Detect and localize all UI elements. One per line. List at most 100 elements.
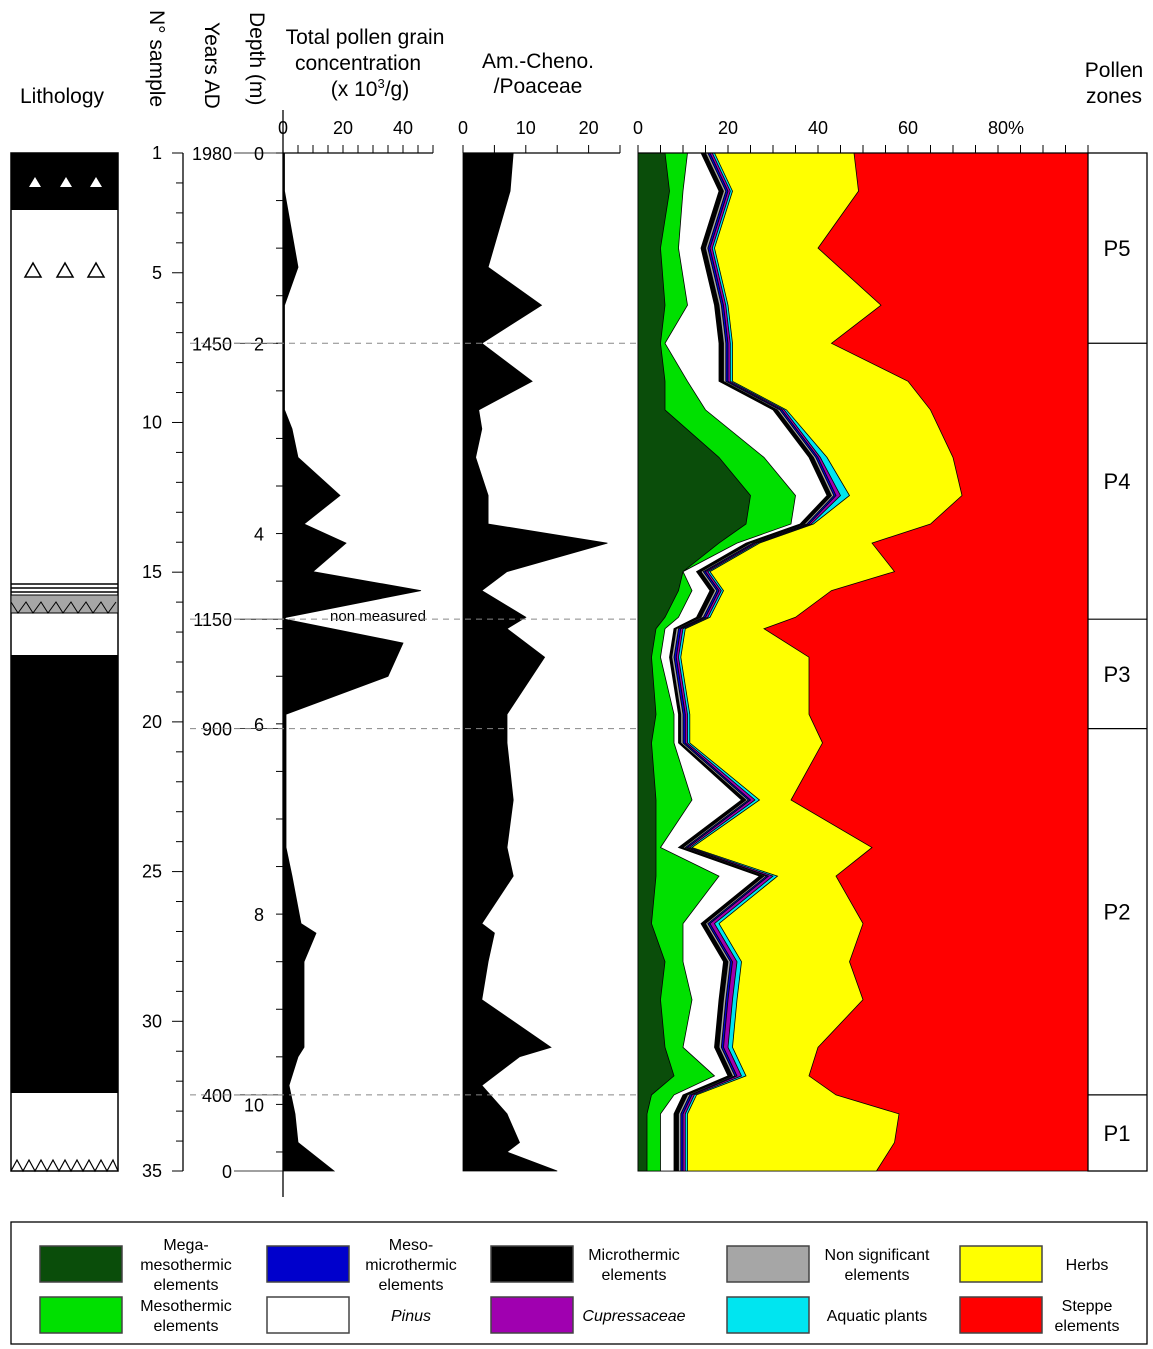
ratio-area — [462, 152, 608, 1172]
legend-label: Meso- — [389, 1237, 433, 1254]
total-tick-label: 0 — [278, 118, 288, 138]
total-tick-label: 20 — [333, 118, 353, 138]
legend-label: elements — [379, 1277, 444, 1294]
total-pollen-title-line1: Total pollen grain — [286, 26, 445, 49]
years-axis: 1980 1450 1150 900 400 0 — [192, 144, 283, 1182]
zone-boundary-lines — [190, 342, 640, 1096]
year-label: 400 — [202, 1086, 232, 1106]
percentage-tick-label: 20 — [718, 118, 738, 138]
total-pollen-panel: 0 20 40 — [278, 118, 434, 1172]
non-measured-label: non measured — [330, 608, 426, 625]
legend-swatch — [266, 1296, 350, 1334]
sample-tick-label: 5 — [152, 263, 162, 283]
year-label: 900 — [202, 720, 232, 740]
legend-label: Microthermic — [588, 1247, 680, 1264]
sample-tick-label: 20 — [142, 712, 162, 732]
total-pollen-title-line3: (x 103/g) — [331, 76, 409, 101]
lithology-black-main — [11, 655, 118, 1093]
legend-swatch — [39, 1296, 123, 1334]
legend-label: microthermic — [365, 1257, 457, 1274]
sample-header: N° sample — [145, 10, 168, 107]
depth-tick-label: 8 — [254, 905, 264, 925]
legend-swatch — [959, 1245, 1043, 1283]
legend-label: elements — [1055, 1318, 1120, 1335]
legend: Mega-mesothermic elements Meso-microthermi… — [10, 1221, 1148, 1345]
legend-label: Non significant — [825, 1247, 931, 1264]
sample-tick-label: 25 — [142, 862, 162, 882]
ratio-tick-label: 20 — [579, 118, 599, 138]
total-pollen-title-line2: concentration — [295, 52, 421, 75]
depth-tick-label: 4 — [254, 525, 264, 545]
lithology-triangle — [29, 177, 41, 187]
sample-tick-label: 30 — [142, 1011, 162, 1031]
lithology-zigzag-bottom — [10, 1158, 119, 1173]
lithology-triangle — [90, 177, 102, 187]
legend-label: elements — [154, 1318, 219, 1335]
legend-swatch — [266, 1245, 350, 1283]
legend-swatch — [726, 1245, 810, 1283]
year-label: 1450 — [192, 334, 232, 354]
depth-tick-label: 6 — [254, 715, 264, 735]
ratio-panel: 0 10 20 — [458, 118, 621, 1172]
total-tick-label: 40 — [393, 118, 413, 138]
depth-tick-label: 2 — [254, 334, 264, 354]
legend-swatch — [39, 1245, 123, 1283]
zone-label: P4 — [1104, 469, 1131, 494]
legend-label: elements — [602, 1267, 667, 1284]
percentage-tick-label: 60 — [898, 118, 918, 138]
depth-tick-label: 0 — [254, 144, 264, 164]
sample-tick-label: 15 — [142, 562, 162, 582]
pollen-zones-column: P5 P4 P3 P2 P1 — [1087, 152, 1148, 1172]
series-area-mesothermic-elements — [637, 152, 796, 1172]
legend-label: Mesothermic — [140, 1298, 232, 1315]
zones-title-line1: Pollen — [1085, 59, 1143, 82]
legend-frame — [10, 1221, 1148, 1345]
years-header: Years AD — [200, 22, 223, 109]
percentage-tick-label: 0 — [633, 118, 643, 138]
legend-swatch — [490, 1245, 574, 1283]
zones-title-line2: zones — [1086, 85, 1142, 108]
lithology-triangle-outline — [23, 261, 43, 278]
zones-frame — [1087, 152, 1148, 1172]
sample-tick-label: 1 — [152, 143, 162, 163]
percentage-panel: 0 20 40 60 80% — [633, 118, 1089, 1172]
depth-axis: 0 2 4 6 8 10 — [244, 110, 284, 1197]
sample-tick-label: 10 — [142, 412, 162, 432]
year-label: 1150 — [193, 610, 232, 630]
lithology-column — [10, 152, 119, 1173]
legend-label: Steppe — [1062, 1298, 1113, 1315]
legend-label: Mega- — [163, 1237, 208, 1254]
legend-label: mesothermic — [140, 1257, 232, 1274]
year-label: 0 — [222, 1162, 232, 1182]
legend-swatch — [726, 1296, 810, 1334]
lithology-zigzag — [10, 601, 117, 614]
zone-label: P2 — [1104, 900, 1131, 925]
depth-tick-label: 10 — [244, 1095, 264, 1115]
legend-label: elements — [154, 1277, 219, 1294]
ratio-tick-label: 10 — [516, 118, 536, 138]
depth-header: Depth (m) — [245, 12, 268, 105]
year-label: 1980 — [192, 144, 232, 164]
ratio-title-line1: Am.-Cheno. — [482, 50, 594, 73]
lithology-header: Lithology — [20, 85, 105, 108]
zone-label: P1 — [1104, 1121, 1131, 1146]
lithology-triangle-outline — [55, 261, 75, 278]
sample-tick-label: 35 — [142, 1161, 162, 1181]
ratio-tick-label: 0 — [458, 118, 468, 138]
legend-label: Aquatic plants — [827, 1308, 928, 1325]
percentage-tick-label: 80% — [988, 118, 1024, 138]
zone-label: P3 — [1104, 662, 1131, 687]
lithology-grey-band — [10, 594, 119, 614]
zone-label: P5 — [1104, 236, 1131, 261]
legend-swatch — [490, 1296, 574, 1334]
lithology-triangle-outline — [86, 261, 106, 278]
legend-label: elements — [845, 1267, 910, 1284]
legend-swatch — [959, 1296, 1043, 1334]
total-pollen-area — [282, 152, 422, 1172]
ratio-title-line2: /Poaceae — [494, 75, 583, 98]
percentage-tick-label: 40 — [808, 118, 828, 138]
legend-label: Herbs — [1066, 1257, 1109, 1274]
series-area-mega-mesothermic-elements — [637, 152, 751, 1172]
